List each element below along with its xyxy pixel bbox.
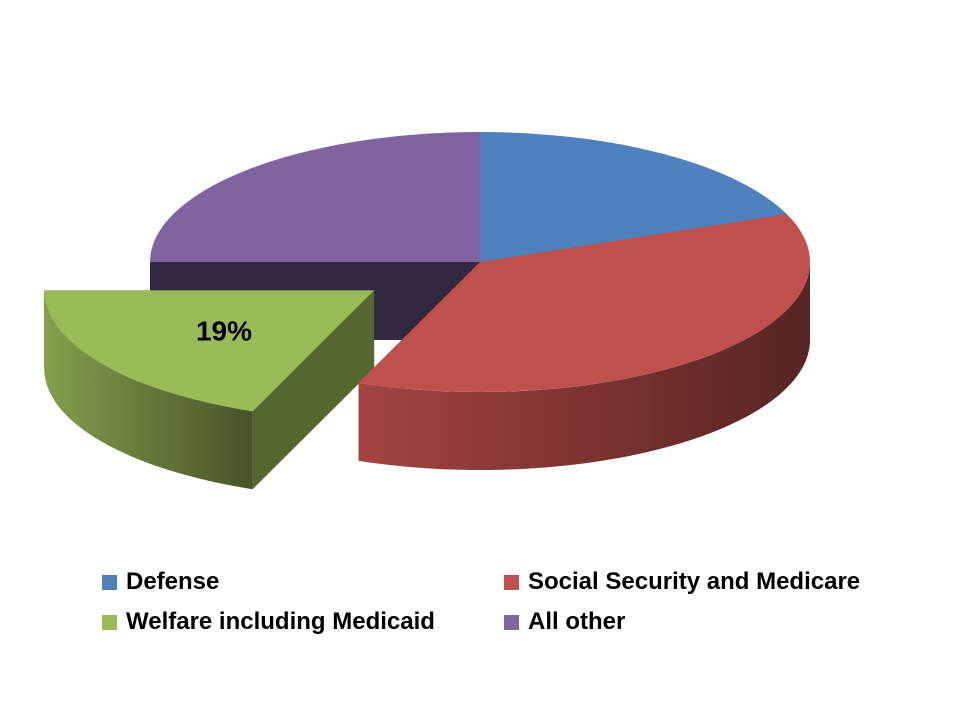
- pie-slice-defense: [480, 132, 787, 262]
- pie-data-labels: 19%: [196, 316, 252, 347]
- data-label-welfare-including-medicaid: 19%: [196, 316, 252, 347]
- legend-item-defense: Defense: [102, 568, 504, 596]
- legend-label: Defense: [126, 568, 220, 595]
- legend-swatch: [504, 574, 519, 590]
- legend-item-social-security-and-medicare: Social Security and Medicare: [504, 568, 904, 596]
- pie-slice-social-security-and-medicare: [358, 214, 810, 392]
- legend-item-welfare-including-medicaid: Welfare including Medicaid: [102, 608, 504, 636]
- legend-label: All other: [528, 608, 626, 635]
- legend-swatch: [504, 614, 519, 630]
- pie-tops: [44, 132, 810, 412]
- legend-swatch: [102, 614, 117, 630]
- pie-slice-welfare-including-medicaid: [44, 290, 375, 412]
- legend-label: Social Security and Medicare: [528, 568, 861, 595]
- pie-slice-all-other: [150, 132, 480, 262]
- legend: Defense Social Security and Medicare Wel…: [102, 568, 922, 636]
- legend-label: Welfare including Medicaid: [126, 608, 435, 635]
- legend-swatch: [102, 574, 117, 590]
- legend-item-all-other: All other: [504, 608, 904, 636]
